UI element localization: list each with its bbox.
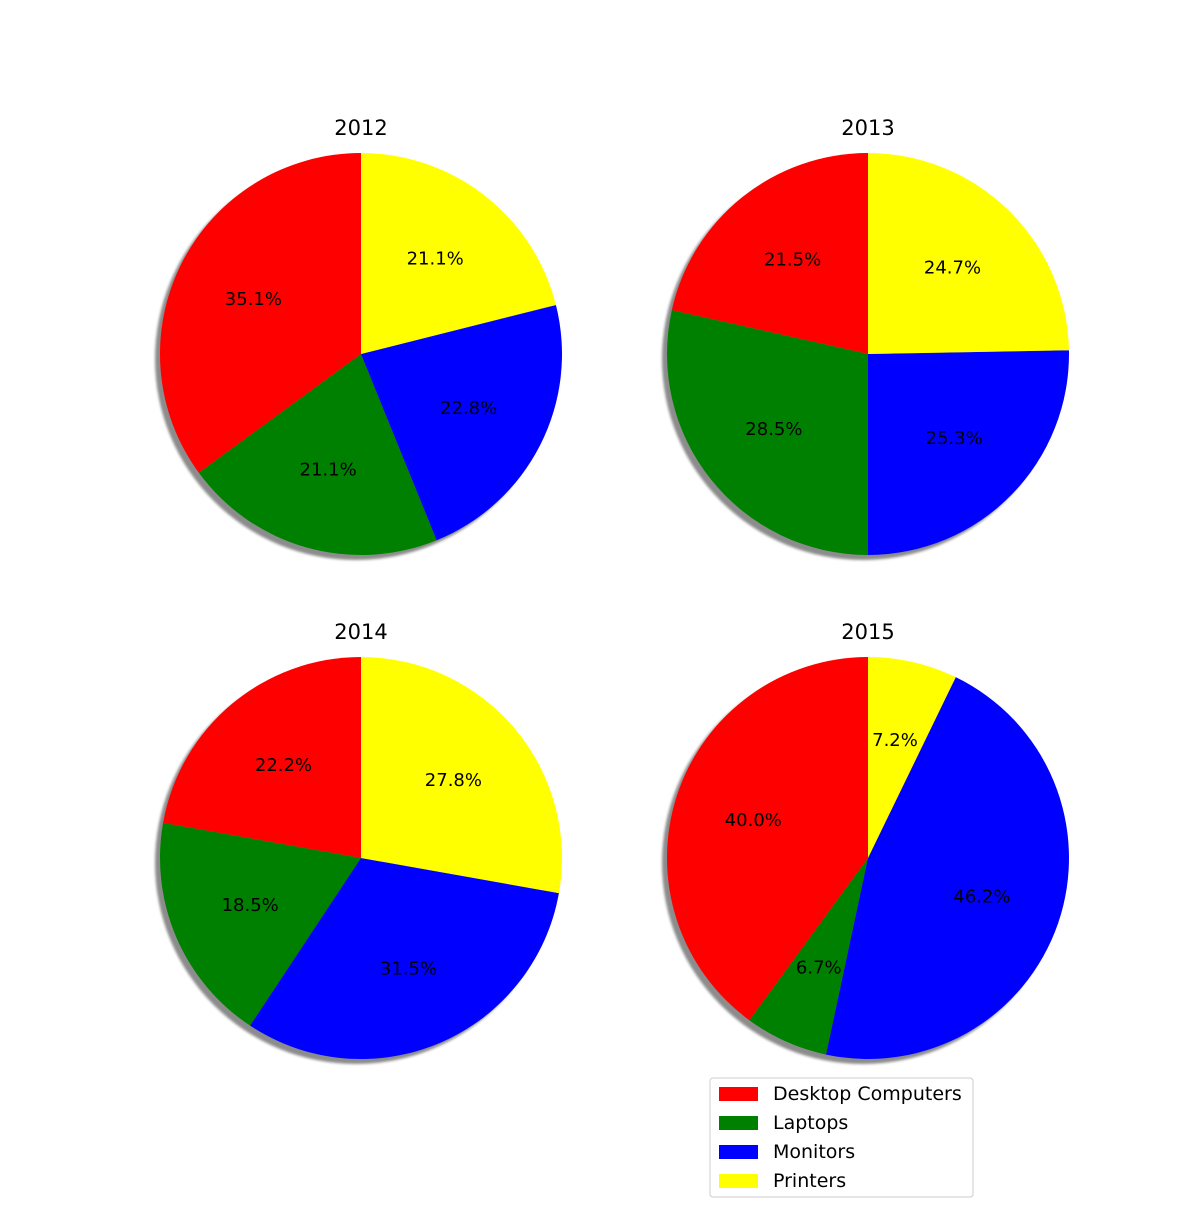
legend-label: Laptops — [773, 1112, 848, 1134]
pie-chart-2015: 40.0% 6.7% 46.2% 7.2% 2015 — [662, 620, 1069, 1064]
pie-slice-printers — [361, 657, 563, 894]
legend: Desktop Computers Laptops Monitors Printers — [709, 1077, 974, 1198]
legend-swatch — [719, 1174, 758, 1188]
pie-slice-label: 46.2% — [953, 887, 1010, 908]
pie-slice-label: 27.8% — [425, 770, 482, 791]
pie-slice-label: 35.1% — [225, 289, 282, 310]
pie-slice-monitors — [250, 858, 559, 1060]
pie-slice-monitors — [868, 350, 1069, 555]
pie-slice-printers — [868, 153, 1069, 354]
pie-slice-label: 40.0% — [725, 810, 782, 831]
pie-slice-label: 28.5% — [745, 419, 802, 440]
legend-swatch — [719, 1116, 758, 1130]
pie-slice-label: 21.1% — [300, 460, 357, 481]
pie-slice-laptops — [198, 354, 437, 556]
pie-slice-label: 22.8% — [440, 398, 497, 419]
pie-chart-2012: 35.1% 21.1% 22.8% 21.1% 2012 — [155, 116, 562, 560]
legend-frame — [709, 1077, 974, 1198]
pie-slice-monitors — [826, 677, 1069, 1059]
pie-slice-label: 24.7% — [924, 257, 981, 278]
pie-slice-label: 21.1% — [407, 248, 464, 269]
pie-slice-desktop-computers — [163, 657, 361, 858]
pie-slice-laptops — [159, 822, 361, 1026]
pie-slice-printers — [361, 153, 556, 354]
legend-entry-desktop-computers: Desktop Computers — [719, 1083, 962, 1105]
pie-slice-label: 31.5% — [380, 958, 437, 979]
legend-label: Monitors — [773, 1141, 855, 1163]
pie-slice-label: 22.2% — [255, 755, 312, 776]
legend-label: Desktop Computers — [773, 1083, 962, 1105]
pie-slice-label: 25.3% — [926, 428, 983, 449]
pie-chart-title: 2013 — [841, 116, 894, 140]
pie-slice-label: 7.2% — [872, 730, 918, 751]
pie-slice-desktop-computers — [159, 153, 361, 473]
pie-slice-desktop-computers — [666, 657, 868, 1021]
legend-swatch — [719, 1145, 758, 1159]
pie-slice-desktop-computers — [671, 153, 868, 354]
pie-slice-monitors — [361, 304, 562, 541]
pie-slice-label: 6.7% — [796, 958, 842, 979]
legend-entry-monitors: Monitors — [719, 1141, 855, 1163]
pie-chart-title: 2012 — [334, 116, 387, 140]
pie-slice-label: 18.5% — [222, 895, 279, 916]
pie-chart-2013: 21.5% 28.5% 25.3% 24.7% 2013 — [662, 116, 1069, 560]
pie-chart-title: 2014 — [334, 620, 387, 644]
pie-slice-laptops — [749, 858, 868, 1055]
legend-entry-printers: Printers — [719, 1170, 846, 1192]
legend-swatch — [719, 1087, 758, 1101]
pie-chart-2014: 22.2% 18.5% 31.5% 27.8% 2014 — [155, 620, 563, 1064]
pie-chart-title: 2015 — [841, 620, 894, 644]
legend-label: Printers — [773, 1170, 846, 1192]
legend-entry-laptops: Laptops — [719, 1112, 848, 1134]
pie-slice-laptops — [666, 310, 868, 555]
pie-slice-label: 21.5% — [764, 249, 821, 270]
pie-slice-printers — [868, 657, 956, 858]
